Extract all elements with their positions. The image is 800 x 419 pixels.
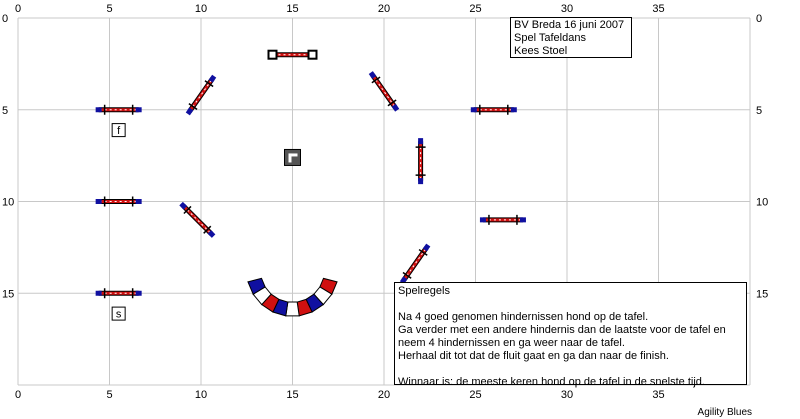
x-tick-label: 0 — [15, 389, 21, 401]
rules-line: Ga verder met een andere hindernis dan d… — [398, 324, 726, 336]
rules-box: Spelregels Na 4 goed genomen hindernisse… — [394, 282, 747, 388]
x-tick-label: 0 — [15, 3, 21, 15]
course-info-box: BV Breda 16 juni 2007 Spel Tafeldans Kee… — [510, 17, 632, 58]
x-tick-label: 20 — [378, 3, 390, 15]
game-name: Spel Tafeldans — [514, 32, 586, 44]
jump-obstacle — [267, 49, 318, 60]
marker-label: f — [117, 125, 121, 137]
tunnel-obstacle — [247, 277, 338, 317]
footer-credit: Agility Blues — [697, 407, 752, 418]
y-tick-label: 10 — [756, 197, 768, 209]
y-tick-label: 10 — [2, 197, 14, 209]
marker-label: s — [116, 309, 122, 321]
y-tick-label: 15 — [2, 288, 14, 300]
jump-obstacle — [95, 196, 142, 207]
jump-obstacle — [185, 74, 217, 116]
x-tick-label: 15 — [286, 3, 298, 15]
x-tick-label: 5 — [106, 389, 112, 401]
jump-obstacle — [95, 104, 142, 115]
x-tick-label: 10 — [195, 3, 207, 15]
rules-line: Herhaal dit tot dat de fluit gaat en ga … — [398, 350, 669, 362]
jump-obstacle — [179, 201, 216, 238]
obstacles: fs — [95, 49, 526, 321]
x-axis-bottom: 0 5 10 15 20 25 30 35 — [15, 389, 665, 401]
rules-line: Na 4 goed genomen hindernissen hond op d… — [398, 311, 649, 323]
finish-marker: f — [111, 123, 126, 137]
x-tick-label: 15 — [286, 389, 298, 401]
x-tick-label: 30 — [561, 3, 573, 15]
jump-obstacle — [479, 214, 526, 225]
x-tick-label: 25 — [469, 389, 481, 401]
y-tick-label: 0 — [2, 13, 8, 25]
start-marker: s — [111, 306, 126, 321]
jump-obstacle — [470, 104, 517, 115]
x-tick-label: 10 — [195, 389, 207, 401]
rules-title: Spelregels — [398, 285, 450, 297]
x-tick-label: 35 — [652, 3, 664, 15]
x-tick-label: 5 — [106, 3, 112, 15]
jump-obstacle — [415, 138, 426, 185]
y-axis-left: 0 5 10 15 — [2, 13, 14, 300]
judge-name: Kees Stoel — [514, 45, 568, 57]
jump-obstacle — [368, 71, 400, 112]
x-tick-label: 20 — [378, 389, 390, 401]
y-axis-right: 0 5 10 15 — [756, 13, 768, 300]
y-tick-label: 5 — [2, 105, 8, 117]
club-date: BV Breda 16 juni 2007 — [514, 19, 625, 31]
jump-obstacle — [95, 288, 142, 299]
y-tick-label: 0 — [756, 13, 762, 25]
y-tick-label: 15 — [756, 288, 768, 300]
x-tick-label: 25 — [469, 3, 481, 15]
y-tick-label: 5 — [756, 105, 762, 117]
x-axis-top: 0 5 10 15 20 25 30 35 — [15, 3, 665, 15]
rules-winner: Winnaar is: de meeste keren hond op de t… — [398, 376, 705, 388]
rules-line: neem 4 hindernissen en ga weer naar de t… — [398, 337, 625, 349]
jump-obstacle — [399, 243, 431, 285]
table-obstacle — [284, 148, 301, 166]
x-tick-label: 35 — [652, 389, 664, 401]
x-tick-label: 30 — [561, 389, 573, 401]
